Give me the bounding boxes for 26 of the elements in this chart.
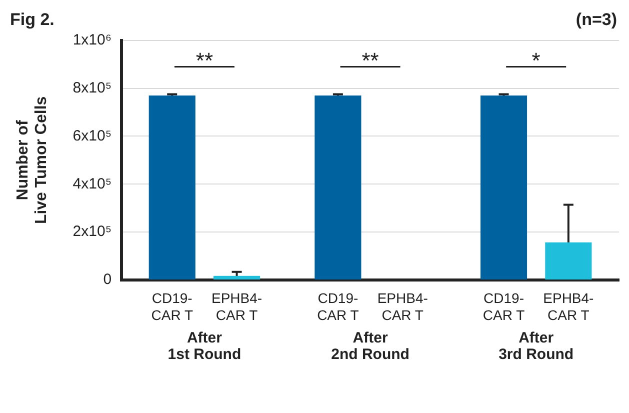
text: EPHB4- CAR T bbox=[377, 290, 428, 323]
y-tick-label: 6x10⁵ bbox=[72, 127, 112, 144]
bar bbox=[545, 242, 592, 280]
y-tick-label: 0 bbox=[103, 271, 112, 288]
y-tick-label: 4x10⁵ bbox=[72, 175, 112, 192]
bar bbox=[314, 96, 362, 280]
text: CD19- CAR T bbox=[482, 290, 525, 323]
chart-title: Fig 2. bbox=[10, 10, 54, 29]
text: (n=3) bbox=[576, 10, 617, 30]
y-axis-title: Number of Live Tumor Cells bbox=[14, 96, 50, 224]
y-tick-label: 1x10⁶ bbox=[72, 32, 112, 49]
bar bbox=[148, 96, 196, 280]
text: EPHB4- CAR T bbox=[543, 290, 594, 323]
annotation: ** bbox=[196, 48, 214, 73]
x-tick-label: After 1st Round bbox=[168, 329, 242, 363]
y-tick-label: 2x10⁵ bbox=[72, 223, 112, 240]
text: CD19- CAR T bbox=[317, 290, 359, 323]
x-tick-label: After 2nd Round bbox=[331, 329, 410, 363]
bar bbox=[214, 276, 260, 280]
series-label: EPHB4- CAR T bbox=[212, 290, 262, 323]
bar bbox=[480, 96, 528, 280]
x-tick-label: After 3rd Round bbox=[498, 329, 574, 363]
annotation: ** bbox=[362, 48, 380, 73]
y-tick-label: 8x10⁵ bbox=[72, 79, 112, 96]
series-label: CD19- CAR T bbox=[151, 290, 194, 323]
annotation: * bbox=[532, 48, 541, 73]
